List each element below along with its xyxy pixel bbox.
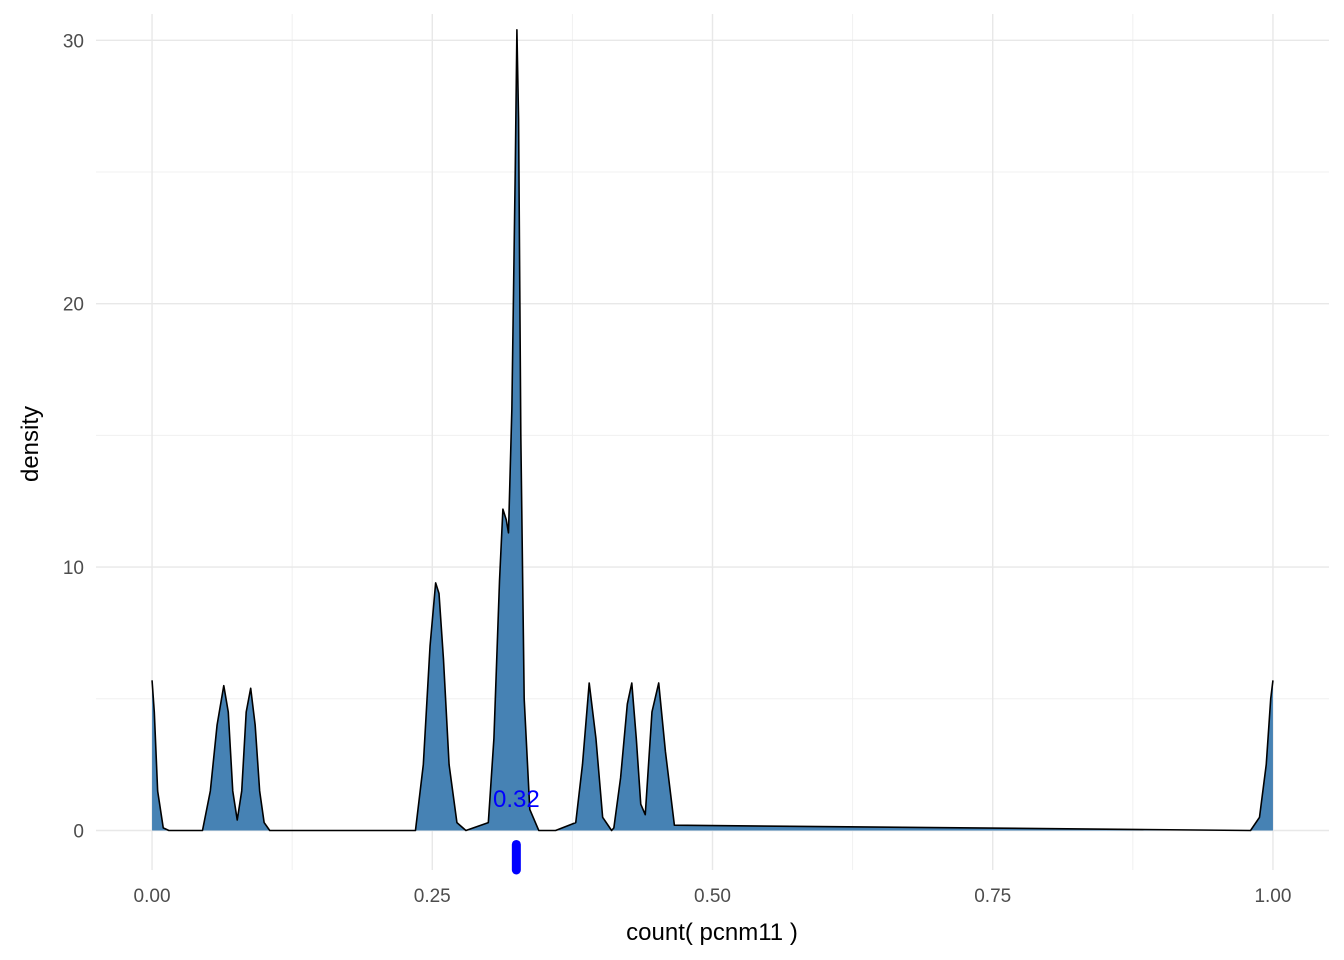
x-tick-label: 1.00: [1254, 886, 1291, 907]
y-tick-label: 0: [73, 821, 84, 842]
x-tick-label: 0.50: [694, 886, 731, 907]
density-outline: [151, 29, 1274, 832]
y-axis-title: density: [17, 406, 44, 482]
major-gridlines: [96, 14, 1329, 870]
y-tick-label: 30: [63, 31, 84, 52]
plot-area: [151, 29, 1274, 832]
x-tick-label: 0.00: [134, 886, 171, 907]
x-tick-label: 0.75: [974, 886, 1011, 907]
annotation-marks: 0.32: [493, 786, 540, 875]
x-tick-labels: 0.00 0.25 0.50 0.75 1.00: [134, 886, 1292, 907]
y-tick-label: 20: [63, 295, 84, 316]
x-tick-label: 0.25: [414, 886, 451, 907]
x-axis-title: count( pcnm11 ): [626, 919, 798, 946]
y-tick-labels: 0 10 20 30: [63, 31, 84, 842]
density-area: [152, 29, 1273, 831]
y-tick-label: 10: [63, 558, 84, 579]
annotation-label: 0.32: [493, 786, 540, 813]
